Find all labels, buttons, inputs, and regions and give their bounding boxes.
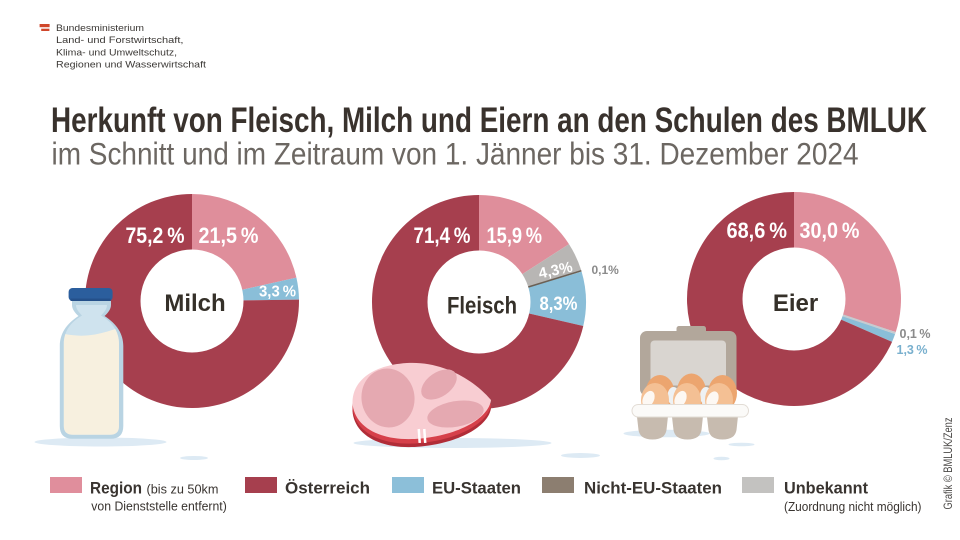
svg-text:Unbekannt: Unbekannt [784,479,868,498]
svg-text:Milch: Milch [164,290,225,317]
svg-text:Nicht-EU-Staaten: Nicht-EU-Staaten [584,479,722,498]
svg-text:75,2 %: 75,2 % [126,223,185,248]
svg-text:EU-Staaten: EU-Staaten [432,479,521,498]
svg-text:3,3 %: 3,3 % [259,284,296,301]
svg-text:Eier: Eier [773,290,818,317]
svg-text:von Dienststelle entfernt): von Dienststelle entfernt) [91,499,227,514]
svg-text:Region: Region [90,479,142,498]
svg-text:Österreich: Österreich [285,479,370,498]
svg-text:(Zuordnung nicht möglich): (Zuordnung nicht möglich) [784,499,922,514]
svg-text:Bundesministerium: Bundesministerium [56,23,144,34]
svg-text:Grafik © BMLUK/Zenz: Grafik © BMLUK/Zenz [941,418,955,510]
svg-text:(bis zu 50km: (bis zu 50km [147,482,219,497]
svg-text:0,1 %: 0,1 % [900,327,931,341]
svg-text:im Schnitt und im Zeitraum von: im Schnitt und im Zeitraum von 1. Jänner… [52,136,859,172]
svg-text:4,3%: 4,3% [537,259,574,283]
svg-text:Regionen und Wasserwirtschaft: Regionen und Wasserwirtschaft [56,60,206,71]
svg-text:0,1%: 0,1% [592,263,620,277]
svg-text:15,9 %: 15,9 % [487,223,543,248]
svg-text:71,4 %: 71,4 % [414,223,471,248]
svg-text:8,3%: 8,3% [540,294,578,315]
svg-text:Land- und Forstwirtschaft,: Land- und Forstwirtschaft, [56,35,184,46]
svg-text:Herkunft von Fleisch, Milch un: Herkunft von Fleisch, Milch und Eiern an… [51,100,927,140]
svg-text:21,5 %: 21,5 % [199,223,259,248]
svg-text:Fleisch: Fleisch [447,293,517,320]
svg-text:30,0 %: 30,0 % [800,218,860,243]
svg-text:68,6 %: 68,6 % [727,218,788,243]
svg-text:Klima- und Umweltschutz,: Klima- und Umweltschutz, [56,47,177,58]
svg-text:1,3 %: 1,3 % [897,343,928,357]
